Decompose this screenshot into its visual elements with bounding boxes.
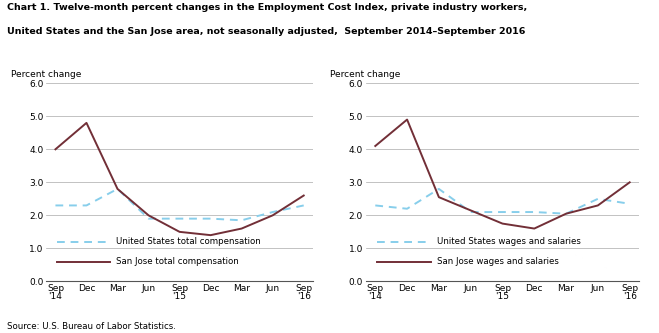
Text: Percent change: Percent change: [11, 70, 82, 79]
Text: Chart 1. Twelve-month percent changes in the Employment Cost Index, private indu: Chart 1. Twelve-month percent changes in…: [7, 3, 527, 12]
Text: San Jose wages and salaries: San Jose wages and salaries: [437, 257, 559, 266]
Text: United States wages and salaries: United States wages and salaries: [437, 237, 581, 246]
Text: Percent change: Percent change: [330, 70, 401, 79]
Text: United States and the San Jose area, not seasonally adjusted,  September 2014–Se: United States and the San Jose area, not…: [7, 27, 525, 36]
Text: United States total compensation: United States total compensation: [115, 237, 260, 246]
Text: San Jose total compensation: San Jose total compensation: [115, 257, 239, 266]
Text: Source: U.S. Bureau of Labor Statistics.: Source: U.S. Bureau of Labor Statistics.: [7, 322, 175, 331]
